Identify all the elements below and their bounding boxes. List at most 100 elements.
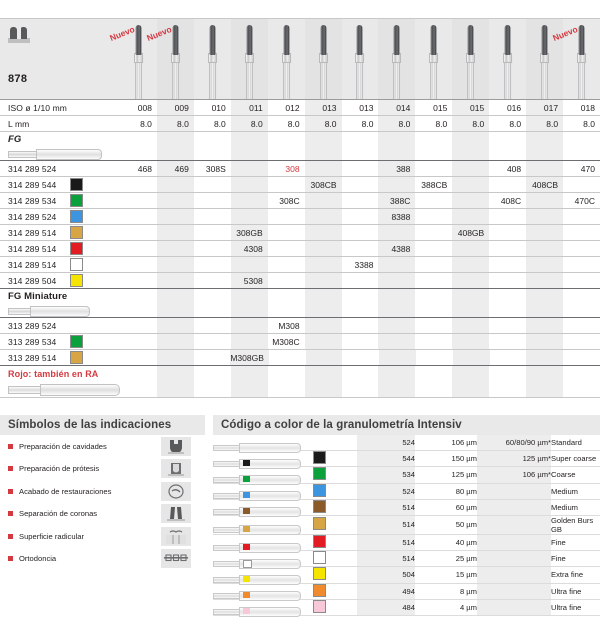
empty-cell bbox=[230, 161, 268, 176]
symbol-label: Superficie radicular bbox=[19, 531, 84, 541]
empty-cell bbox=[489, 273, 526, 288]
granularity-name: Ultra fine bbox=[551, 583, 600, 600]
length-cell: 8.0 bbox=[213, 118, 226, 129]
bur-illustration-col-011 bbox=[230, 19, 268, 99]
spacer-cell bbox=[194, 146, 231, 160]
reference-number: 314 289 514 bbox=[8, 259, 57, 270]
empty-cell bbox=[120, 273, 157, 288]
empty-cell bbox=[120, 334, 157, 349]
bullet-square-icon bbox=[8, 443, 13, 449]
reference-number: 314 289 514 bbox=[8, 243, 57, 254]
iso-cell: 010 bbox=[211, 102, 226, 113]
fg-miniature-label: FG Miniature bbox=[8, 290, 68, 302]
empty-cell bbox=[415, 257, 452, 272]
fg-product-row: 314 289 504 5308 bbox=[0, 272, 600, 288]
spacer-cell bbox=[526, 303, 564, 317]
empty-cell bbox=[304, 225, 342, 240]
symbols-title: Símbolos de las indicaciones bbox=[0, 415, 205, 435]
spacer-cell bbox=[268, 366, 305, 381]
symbols-section: Símbolos de las indicaciones Preparación… bbox=[0, 415, 205, 616]
product-code-cell: 5308 bbox=[230, 273, 268, 288]
empty-cell bbox=[416, 350, 453, 365]
grain-size: 80 µm bbox=[415, 483, 477, 500]
empty-cell bbox=[194, 257, 231, 272]
granularity-color-swatch bbox=[313, 534, 357, 552]
empty-cell bbox=[268, 273, 305, 288]
empty-cell bbox=[342, 161, 379, 176]
empty-cell bbox=[526, 241, 564, 256]
empty-cell bbox=[489, 318, 526, 333]
granularity-row: 524 80 µm Medium bbox=[213, 483, 600, 502]
spacer-cell bbox=[304, 146, 342, 160]
iso-cell: 016 bbox=[506, 102, 522, 113]
product-code-cell: 470C bbox=[574, 195, 595, 206]
empty-cell bbox=[563, 318, 600, 333]
bur-illustration-col-016 bbox=[489, 19, 526, 99]
product-reference: 314 289 514 bbox=[0, 225, 120, 240]
spacer-cell bbox=[304, 303, 342, 317]
bur-illustration-col-008: Nuevo bbox=[108, 19, 157, 99]
empty-cell bbox=[120, 225, 157, 240]
grain-size: 60 µm bbox=[415, 499, 477, 516]
empty-cell bbox=[526, 193, 564, 208]
product-code-cell: 4308 bbox=[230, 241, 268, 256]
empty-cell bbox=[489, 177, 526, 192]
length-row-label: L mm bbox=[8, 118, 30, 129]
product-reference: 314 289 524 bbox=[0, 209, 120, 224]
spacer-cell bbox=[526, 381, 564, 397]
empty-cell bbox=[563, 350, 600, 365]
product-code-cell: 308C bbox=[279, 195, 300, 206]
spacer-cell bbox=[378, 303, 416, 317]
empty-cell bbox=[452, 318, 490, 333]
reference-number: 314 289 514 bbox=[8, 227, 57, 238]
empty-cell bbox=[452, 241, 490, 256]
bur-shank-icon bbox=[213, 583, 313, 602]
spacer-cell bbox=[120, 132, 157, 146]
bur-illustration-col-017 bbox=[526, 19, 564, 99]
product-code-cell: 388C bbox=[378, 193, 416, 208]
granularity-row: 504 15 µm Extra fine bbox=[213, 566, 600, 585]
empty-cell bbox=[452, 350, 490, 365]
granularity-name: Ultra fine bbox=[551, 599, 600, 616]
grit-color-swatch bbox=[70, 335, 84, 348]
product-code-cell: 408 bbox=[506, 163, 522, 174]
empty-cell bbox=[120, 350, 157, 365]
product-code-cell: M308 bbox=[278, 320, 300, 331]
fg-product-row: 314 289 524 8388 bbox=[0, 208, 600, 224]
empty-cell bbox=[304, 334, 342, 349]
alternate-grain-size bbox=[477, 499, 551, 516]
product-reference: 314 289 514 bbox=[0, 241, 120, 256]
empty-cell bbox=[415, 161, 452, 176]
spacer-cell bbox=[563, 146, 600, 160]
granularity-code: 514 bbox=[357, 499, 415, 516]
empty-cell bbox=[526, 161, 564, 176]
bur-shank-icon bbox=[213, 534, 313, 553]
granularity-color-swatch bbox=[313, 483, 357, 500]
fg-miniature-shank-row bbox=[0, 303, 600, 317]
spacer-cell bbox=[342, 366, 379, 381]
spacer-cell bbox=[268, 381, 305, 397]
empty-cell bbox=[563, 177, 600, 192]
empty-cell bbox=[268, 225, 305, 240]
length-cell: 8.0 bbox=[361, 118, 374, 129]
granularity-name: Fine bbox=[551, 550, 600, 568]
spacer-cell bbox=[378, 366, 416, 381]
product-code-cell: 470 bbox=[580, 163, 595, 174]
product-reference: 314 289 514 bbox=[0, 257, 120, 272]
empty-cell bbox=[415, 273, 452, 288]
product-code-cell: 3388 bbox=[354, 259, 374, 270]
fg-miniature-product-rows: 313 289 524 M308 313 289 534 M308C 313 289 5… bbox=[0, 317, 600, 365]
footnote-text: Rojo: también en RA bbox=[8, 368, 99, 379]
fg-product-row: 314 289 534 308C 388C 408C 470C bbox=[0, 192, 600, 208]
bur-columns: Nuevo Nuevo Nuevo bbox=[108, 19, 600, 99]
symbol-label: Preparación de prótesis bbox=[19, 464, 100, 474]
product-code-cell: 388 bbox=[378, 161, 416, 176]
spacer-cell bbox=[230, 132, 268, 146]
empty-cell bbox=[156, 334, 194, 349]
crown-separation-icon bbox=[161, 504, 191, 524]
grit-color-swatch bbox=[70, 242, 84, 255]
spacer-cell bbox=[452, 381, 490, 397]
spacer-cell bbox=[230, 366, 268, 381]
spacer-cell bbox=[268, 132, 305, 146]
empty-cell bbox=[194, 273, 231, 288]
